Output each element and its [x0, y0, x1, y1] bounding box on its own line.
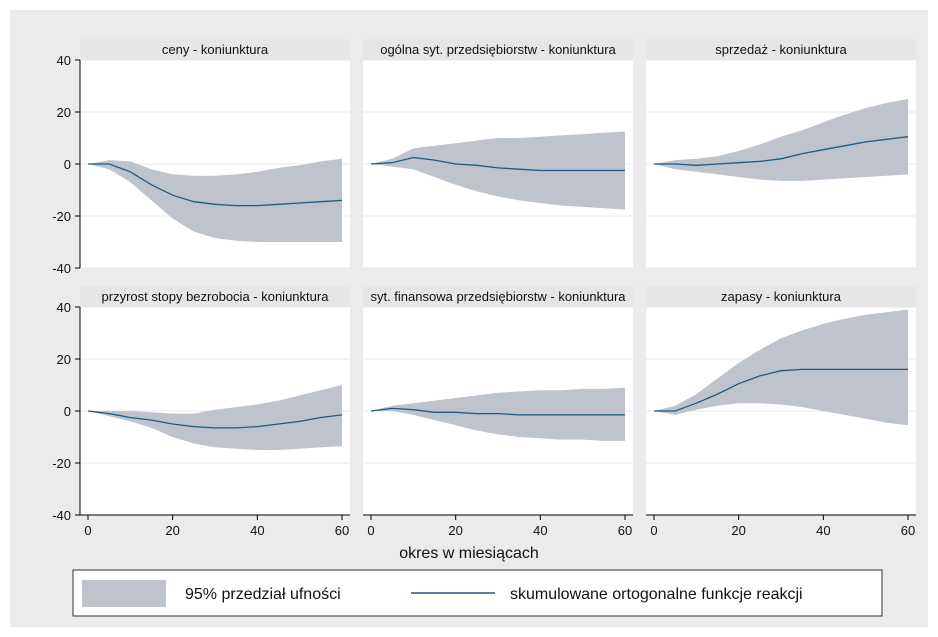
- confidence-band: [88, 385, 342, 450]
- panel-strip: [80, 286, 350, 307]
- x-tick-label: 40: [816, 523, 830, 538]
- x-tick-label: 40: [250, 523, 264, 538]
- x-tick-label: 60: [618, 523, 632, 538]
- y-tick-label: 0: [64, 157, 71, 172]
- x-axis-title: okres w miesiącach: [399, 545, 539, 562]
- panel-strip: [646, 39, 916, 60]
- panel-title: sprzedaż - koniunktura: [715, 42, 847, 57]
- panel-title: zapasy - koniunktura: [721, 289, 842, 304]
- panel-4: przyrost stopy bezrobocia - koniunktura: [80, 286, 350, 516]
- x-tick-label: 20: [448, 523, 462, 538]
- y-tick-label: -40: [52, 261, 71, 276]
- panel-5: syt. finansowa przedsiębiorstw - koniunk…: [363, 286, 633, 516]
- panel-strip: [363, 286, 633, 307]
- confidence-band: [654, 309, 908, 426]
- confidence-band: [88, 158, 342, 242]
- response-line: [370, 156, 625, 172]
- panel-strip: [646, 286, 916, 307]
- response-line: [88, 163, 343, 207]
- confidence-band: [371, 131, 625, 210]
- x-tick-label: 0: [84, 523, 91, 538]
- x-tick-label: 20: [165, 523, 179, 538]
- x-tick-label: 40: [533, 523, 547, 538]
- legend-band-label: 95% przedział ufności: [185, 586, 341, 603]
- panel-title: ogólna syt. przedsiębiorstw - koniunktur…: [380, 42, 616, 57]
- confidence-band: [654, 99, 908, 181]
- panel-title: ceny - koniunktura: [162, 42, 269, 57]
- legend-line-label: skumulowane ortogonalne funkcje reakcji: [510, 586, 803, 603]
- y-tick-label: 0: [64, 404, 71, 419]
- y-tick-label: 40: [57, 300, 71, 315]
- response-line: [87, 410, 343, 429]
- x-tick-label: 60: [335, 523, 349, 538]
- response-line: [654, 136, 909, 166]
- panel-1: ceny - koniunktura: [80, 39, 350, 269]
- x-tick-label: 0: [650, 523, 657, 538]
- y-tick-label: 20: [57, 352, 71, 367]
- x-tick-label: 0: [367, 523, 374, 538]
- y-tick-label: 20: [57, 105, 71, 120]
- panel-strip: [80, 39, 350, 60]
- legend: 95% przedział ufności skumulowane ortogo…: [72, 569, 883, 617]
- response-line: [654, 368, 908, 412]
- x-tick-label: 20: [731, 523, 745, 538]
- y-tick-label: -40: [52, 508, 71, 523]
- panel-3: sprzedaż - koniunktura: [646, 39, 916, 269]
- y-tick-label: 40: [57, 53, 71, 68]
- y-tick-label: -20: [52, 209, 71, 224]
- panel-2: ogólna syt. przedsiębiorstw - koniunktur…: [363, 39, 633, 269]
- x-tick-label: 60: [901, 523, 915, 538]
- legend-band-swatch: [82, 580, 166, 607]
- panel-6: zapasy - koniunktura: [646, 286, 916, 516]
- response-line: [370, 407, 625, 416]
- panel-strip: [363, 39, 633, 60]
- panel-title: syt. finansowa przedsiębiorstw - koniunk…: [370, 289, 626, 304]
- y-tick-label: -20: [52, 456, 71, 471]
- panel-title: przyrost stopy bezrobocia - koniunktura: [102, 289, 330, 304]
